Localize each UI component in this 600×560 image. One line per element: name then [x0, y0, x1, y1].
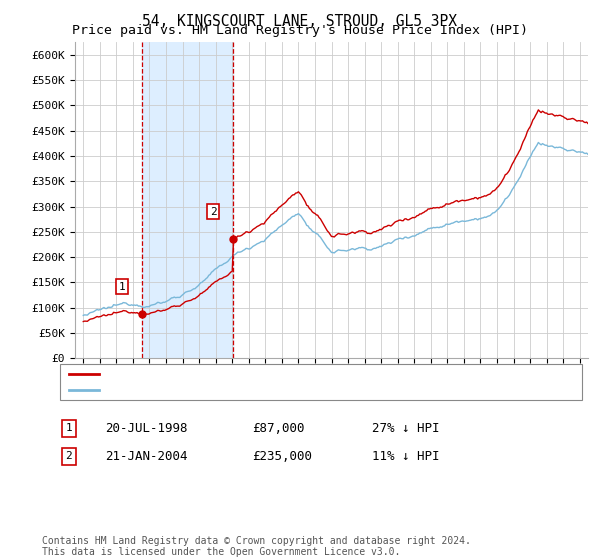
Text: 11% ↓ HPI: 11% ↓ HPI	[372, 450, 439, 463]
Bar	[142, 42, 233, 358]
Text: 1: 1	[65, 423, 73, 433]
Text: £235,000: £235,000	[252, 450, 312, 463]
Text: £87,000: £87,000	[252, 422, 305, 435]
Text: 54, KINGSCOURT LANE, STROUD, GL5 3PX: 54, KINGSCOURT LANE, STROUD, GL5 3PX	[143, 14, 458, 29]
Text: 27% ↓ HPI: 27% ↓ HPI	[372, 422, 439, 435]
Text: HPI: Average price, detached house, Stroud: HPI: Average price, detached house, Stro…	[105, 384, 404, 396]
Text: 21-JAN-2004: 21-JAN-2004	[105, 450, 187, 463]
Text: 2: 2	[65, 451, 73, 461]
Text: Price paid vs. HM Land Registry's House Price Index (HPI): Price paid vs. HM Land Registry's House …	[72, 24, 528, 37]
Text: 54, KINGSCOURT LANE, STROUD, GL5 3PX (detached house): 54, KINGSCOURT LANE, STROUD, GL5 3PX (de…	[105, 368, 482, 381]
Text: 20-JUL-1998: 20-JUL-1998	[105, 422, 187, 435]
Text: 2: 2	[210, 207, 217, 217]
Text: Contains HM Land Registry data © Crown copyright and database right 2024.
This d: Contains HM Land Registry data © Crown c…	[42, 535, 471, 557]
Text: 1: 1	[119, 282, 125, 292]
